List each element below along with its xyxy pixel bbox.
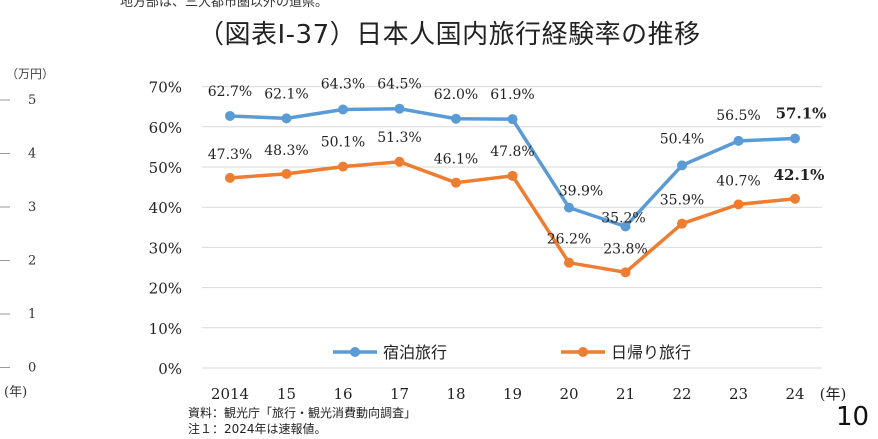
- series-2-point: [394, 156, 405, 167]
- left-axis-x-unit: (年): [4, 385, 27, 400]
- y-tick-label: 0%: [158, 360, 182, 378]
- data-label: 42.1%: [774, 166, 825, 184]
- series-2-point: [564, 257, 574, 268]
- x-tick-label: 24: [785, 385, 804, 403]
- series-1-point: [338, 104, 348, 115]
- series-2-point: [507, 170, 518, 181]
- y-tick-label: 10%: [149, 320, 182, 338]
- legend: 宿泊旅行 日帰り旅行: [333, 343, 691, 362]
- left-axis-tick-label: 4: [28, 147, 36, 162]
- x-axis-ticks: 2014 15 16 17 18 19 20 21 22 23 24 (年): [211, 385, 846, 403]
- data-label: 47.3%: [208, 147, 252, 163]
- source-note: 資料：観光庁「旅行・観光消費動向調査」: [188, 406, 417, 420]
- series-1-point: [451, 113, 461, 124]
- x-tick-label: 20: [559, 385, 578, 403]
- y-tick-label: 30%: [149, 239, 182, 257]
- x-tick-label: 15: [277, 385, 296, 403]
- data-label: 57.1%: [776, 104, 827, 122]
- data-label: 39.9%: [559, 184, 603, 200]
- page-number: 10: [836, 402, 870, 432]
- series-2-point: [225, 172, 235, 183]
- series-2-point: [451, 177, 461, 188]
- gridlines: [202, 86, 822, 369]
- y-tick-label: 70%: [149, 79, 182, 97]
- top-note: 地方部は、三大都市圏以外の道県。: [120, 0, 329, 10]
- legend-marker: [350, 347, 360, 357]
- x-tick-label: 2014: [211, 385, 249, 403]
- data-label: 26.2%: [547, 232, 591, 248]
- left-axis-tick-label: 0: [28, 361, 36, 376]
- series-2-point: [281, 168, 292, 179]
- data-label: 35.2%: [601, 210, 645, 226]
- y-tick-label: 20%: [149, 280, 182, 298]
- x-tick-label: 19: [503, 385, 522, 403]
- footnote: 注１：2024年は速報値。: [188, 422, 327, 436]
- x-tick-label: 21: [616, 385, 635, 403]
- series-1-point: [281, 113, 292, 124]
- x-tick-label: 17: [390, 385, 409, 403]
- legend-label: 宿泊旅行: [383, 343, 447, 362]
- y-tick-label: 50%: [149, 159, 182, 177]
- series-1-point: [733, 135, 744, 146]
- data-label: 23.8%: [603, 241, 647, 257]
- series-1-point: [394, 103, 405, 114]
- data-label: 50.1%: [321, 135, 365, 151]
- chart-title: （図表Ⅰ-37）日本人国内旅行経験率の推移: [198, 20, 701, 50]
- data-label: 35.9%: [660, 193, 704, 209]
- left-axis-tick-label: 1: [28, 307, 36, 322]
- data-label: 56.5%: [716, 108, 760, 124]
- x-axis-unit: (年): [820, 385, 847, 403]
- series-1-point: [507, 114, 518, 125]
- y-tick-label: 40%: [149, 199, 182, 217]
- series-2-point: [677, 218, 687, 229]
- series-1-point: [677, 160, 687, 171]
- left-axis-remnant: （万円） 5 4 3 2 1 0(年): [0, 67, 54, 400]
- series-1-point: [564, 202, 574, 213]
- data-label: 62.0%: [434, 87, 478, 103]
- data-label: 62.1%: [264, 86, 308, 102]
- y-axis-ticks: 0% 10% 20% 30% 40% 50% 60% 70%: [149, 79, 182, 378]
- series-1-point: [790, 133, 800, 144]
- series-2-point: [338, 161, 348, 172]
- data-label: 47.8%: [490, 144, 534, 160]
- series-2-point: [620, 267, 631, 278]
- y-tick-label: 60%: [149, 119, 182, 137]
- series-1-point: [620, 221, 631, 232]
- x-tick-label: 16: [333, 385, 352, 403]
- series-lines: [225, 103, 800, 278]
- series-2-point: [733, 199, 744, 210]
- legend-label: 日帰り旅行: [611, 343, 691, 362]
- left-axis-tick-label: 5: [28, 93, 36, 108]
- x-tick-label: 22: [672, 385, 691, 403]
- data-label: 61.9%: [490, 87, 534, 103]
- data-label: 62.7%: [208, 84, 252, 100]
- data-label: 40.7%: [716, 173, 760, 189]
- x-tick-label: 18: [446, 385, 465, 403]
- legend-marker: [578, 347, 588, 357]
- series-2-point: [790, 193, 800, 204]
- left-axis-unit: （万円）: [6, 67, 54, 81]
- data-label: 48.3%: [264, 143, 308, 159]
- data-label: 46.1%: [434, 152, 478, 168]
- data-label: 50.4%: [660, 131, 704, 147]
- data-label: 64.5%: [377, 77, 421, 93]
- series-1-point: [225, 110, 235, 121]
- data-labels: 62.7% 62.1% 64.3% 64.5% 62.0% 61.9% 39.9% 35.2%…: [208, 77, 827, 258]
- left-axis-tick-label: 2: [28, 254, 36, 269]
- data-label: 64.3%: [321, 77, 365, 93]
- x-tick-label: 23: [729, 385, 748, 403]
- data-label: 51.3%: [377, 130, 421, 146]
- left-axis-tick-label: 3: [28, 200, 36, 215]
